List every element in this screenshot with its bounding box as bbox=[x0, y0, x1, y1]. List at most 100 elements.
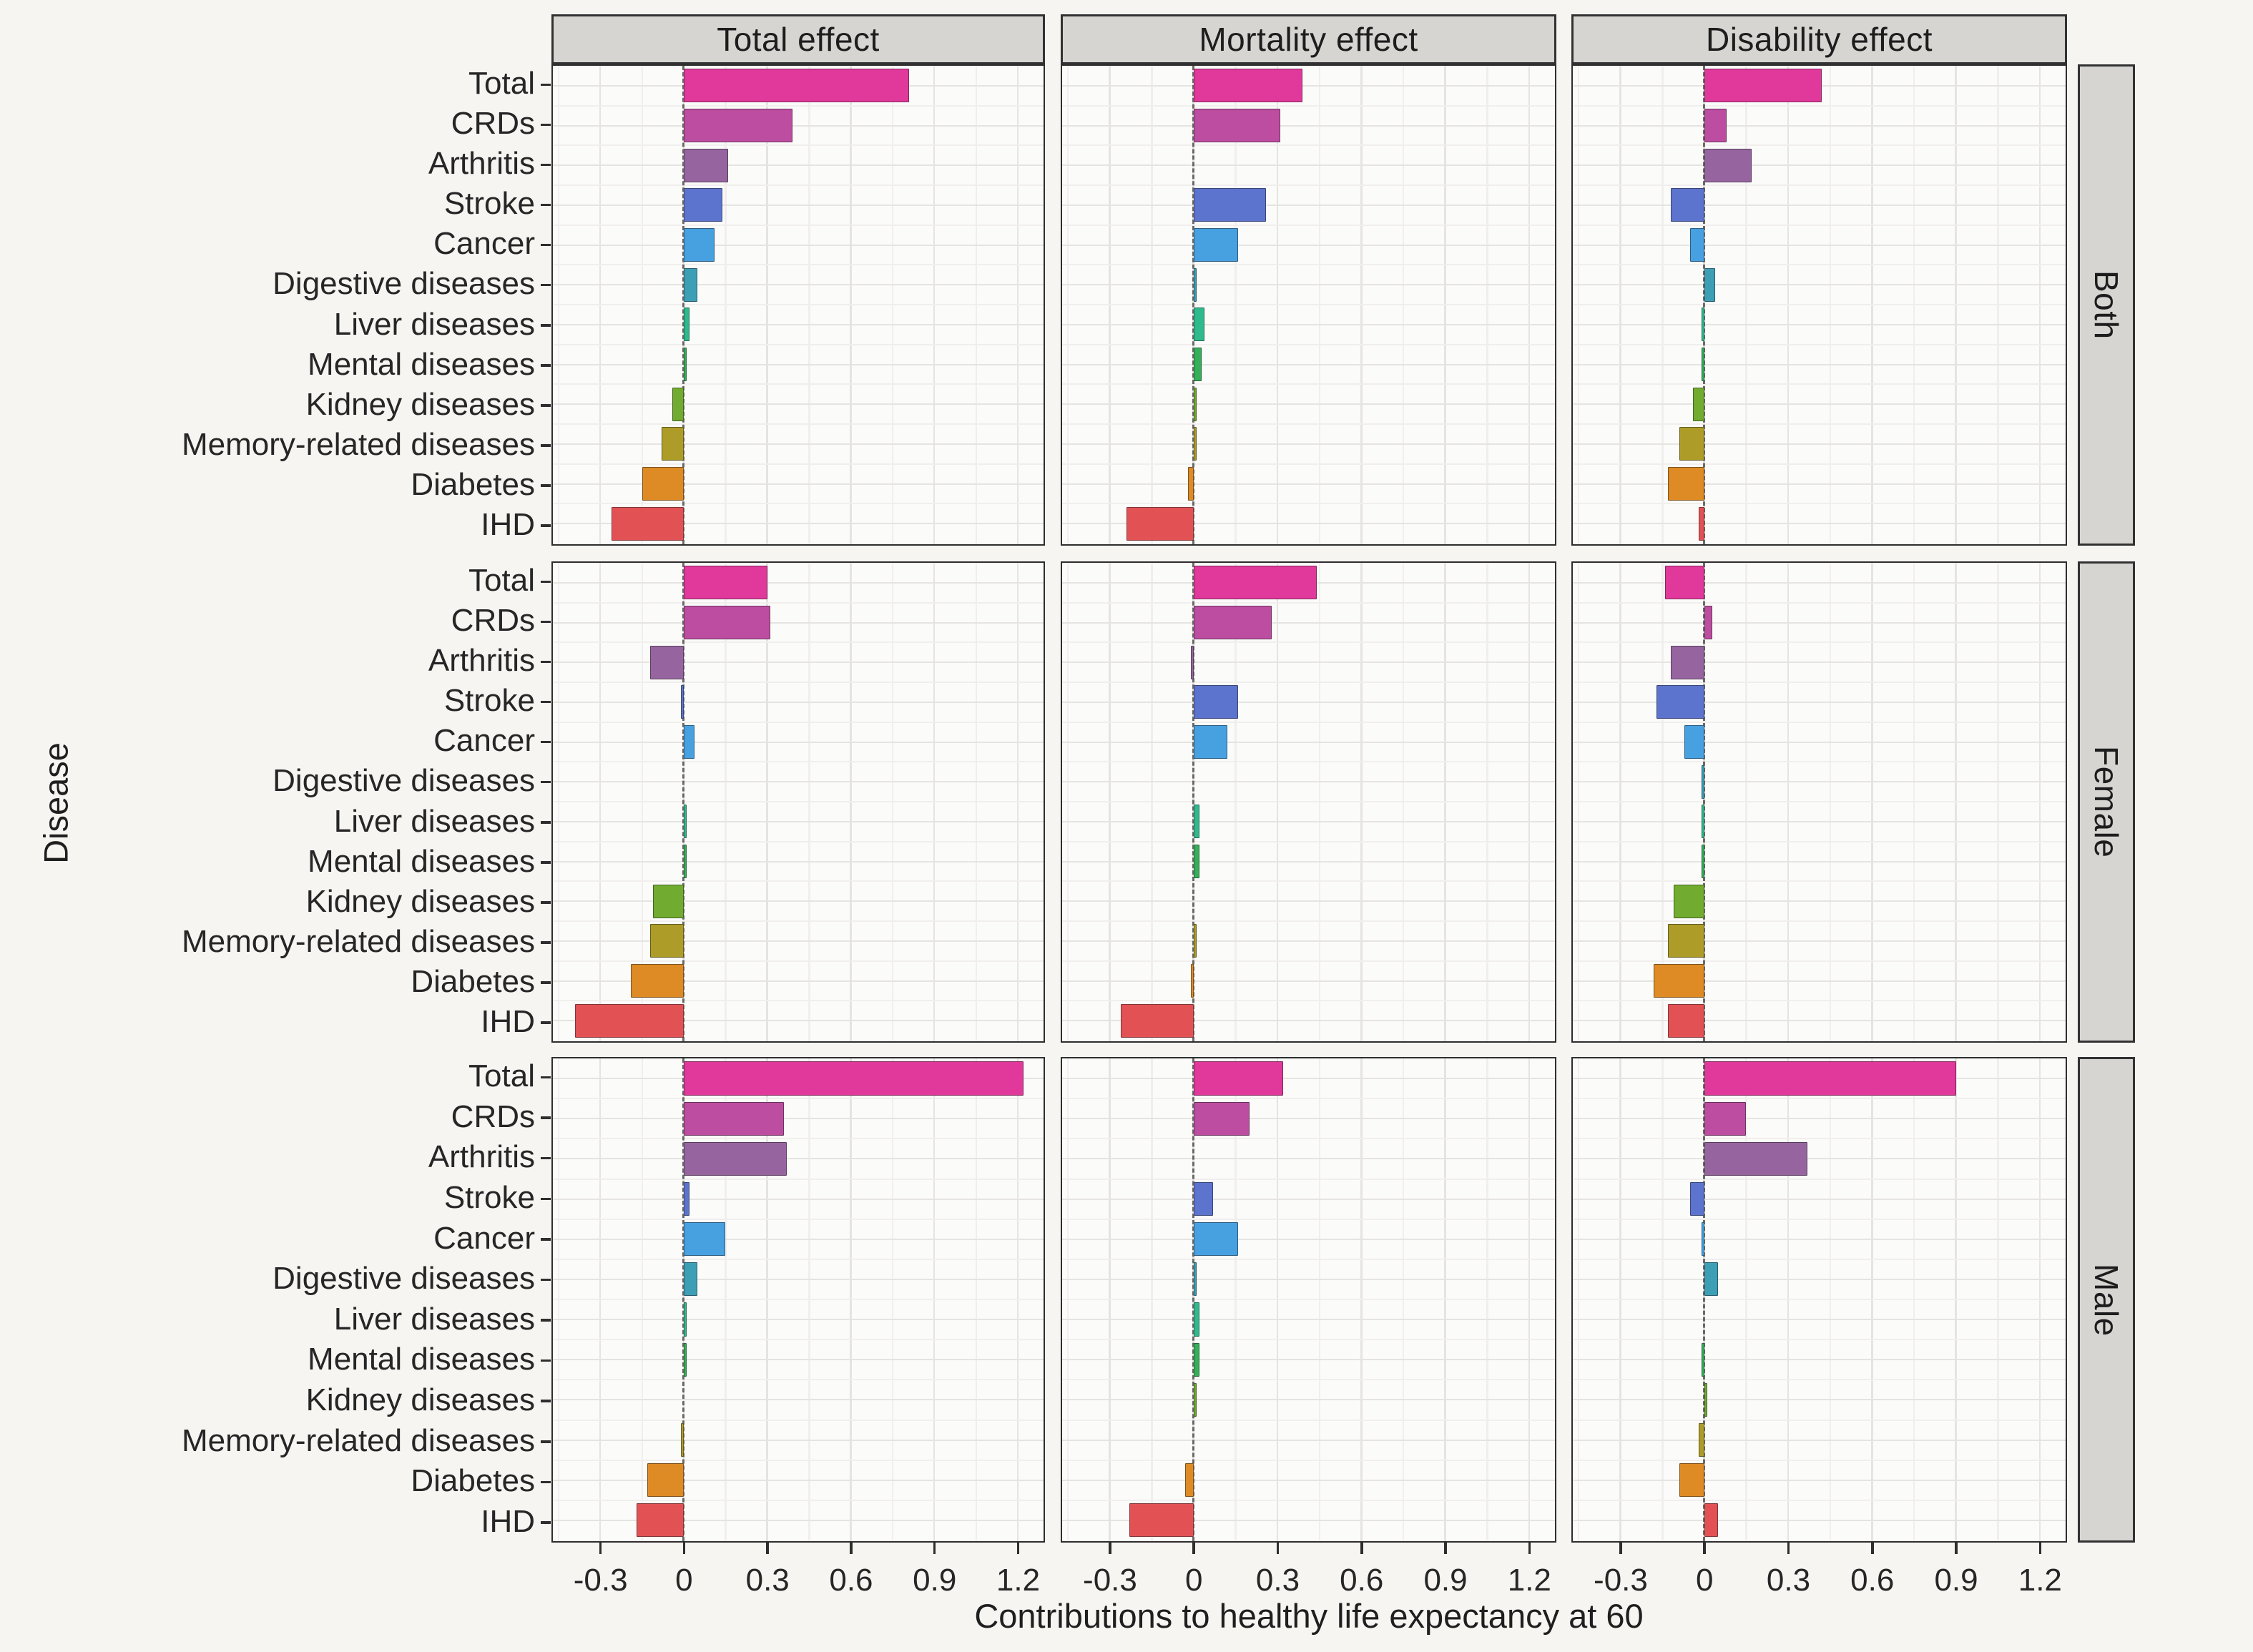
bar-arthritis bbox=[1704, 1141, 1808, 1176]
x-tick-mark bbox=[850, 1543, 853, 1554]
y-tick-mark bbox=[541, 524, 551, 527]
y-axis-label-memory-related-diseases: Memory-related diseases bbox=[182, 1422, 535, 1458]
gridline-major-horizontal bbox=[1573, 900, 2066, 903]
bar-kidney-diseases bbox=[1704, 1382, 1707, 1417]
gridline-minor-horizontal bbox=[553, 1138, 1044, 1140]
gridline-major-horizontal bbox=[1062, 1439, 1555, 1441]
facet-strip-total-effect: Total effect bbox=[551, 14, 1045, 64]
bar-liver-diseases bbox=[683, 308, 689, 342]
gridline-major-horizontal bbox=[1573, 1020, 2066, 1022]
gridline-minor-horizontal bbox=[1062, 185, 1555, 186]
bar-diabetes bbox=[1679, 1463, 1704, 1498]
bar-total bbox=[683, 566, 767, 600]
zero-reference-line bbox=[1703, 1058, 1706, 1541]
x-tick-label: 0.3 bbox=[1255, 1563, 1300, 1598]
gridline-minor-horizontal bbox=[553, 1339, 1044, 1341]
bar-arthritis bbox=[1190, 645, 1194, 679]
y-axis-label-kidney-diseases: Kidney diseases bbox=[305, 883, 535, 919]
gridline-major-horizontal bbox=[553, 1399, 1044, 1401]
gridline-major-horizontal bbox=[1573, 483, 2066, 485]
gridline-minor-horizontal bbox=[553, 224, 1044, 226]
gridline-major-horizontal bbox=[1062, 1399, 1555, 1401]
bar-crds bbox=[1704, 606, 1713, 639]
gridline-minor-horizontal bbox=[1573, 104, 2066, 107]
y-tick-mark bbox=[541, 404, 551, 407]
bar-ihd bbox=[1667, 1003, 1704, 1038]
gridline-major-horizontal bbox=[1573, 940, 2066, 942]
bar-total bbox=[683, 69, 910, 103]
gridline-minor-horizontal bbox=[1062, 761, 1555, 763]
zero-reference-line bbox=[1703, 563, 1706, 1041]
gridline-minor-horizontal bbox=[553, 601, 1044, 604]
gridline-minor-horizontal bbox=[1573, 264, 2066, 266]
bar-ihd bbox=[1698, 506, 1704, 541]
x-tick-mark bbox=[2038, 1543, 2042, 1554]
bar-diabetes bbox=[647, 1463, 684, 1498]
bar-cancer bbox=[1690, 228, 1704, 262]
gridline-major-horizontal bbox=[1062, 980, 1555, 982]
bar-diabetes bbox=[1190, 964, 1194, 998]
gridline-minor-horizontal bbox=[1573, 304, 2066, 305]
facet-strip-female: Female bbox=[2078, 561, 2135, 1043]
gridline-minor-horizontal bbox=[1573, 1000, 2066, 1002]
bar-mental-diseases bbox=[1193, 845, 1199, 878]
x-tick-label: 1.2 bbox=[1507, 1563, 1551, 1598]
gridline-major-horizontal bbox=[1062, 164, 1555, 167]
bar-diabetes bbox=[630, 964, 684, 998]
gridline-minor-horizontal bbox=[1573, 1339, 2066, 1341]
gridline-minor-horizontal bbox=[1573, 601, 2066, 604]
x-tick-label: 0.9 bbox=[1423, 1563, 1468, 1598]
y-tick-mark bbox=[541, 444, 551, 447]
bar-ihd bbox=[1126, 506, 1194, 541]
gridline-major-horizontal bbox=[1573, 581, 2066, 584]
bar-crds bbox=[1704, 1101, 1747, 1136]
y-axis-label-total: Total bbox=[468, 66, 535, 102]
bar-mental-diseases bbox=[1701, 1342, 1704, 1377]
panel-female-disability-effect bbox=[1571, 561, 2067, 1043]
bar-stroke bbox=[683, 1181, 689, 1216]
gridline-major-horizontal bbox=[1573, 403, 2066, 405]
y-tick-mark bbox=[541, 821, 551, 824]
gridline-minor-horizontal bbox=[553, 960, 1044, 962]
bar-digestive-diseases bbox=[1704, 267, 1716, 302]
bar-stroke bbox=[1193, 1181, 1214, 1216]
y-axis-label-digestive-diseases: Digestive diseases bbox=[273, 266, 535, 302]
bar-total bbox=[1193, 1061, 1283, 1096]
gridline-major-horizontal bbox=[553, 403, 1044, 405]
gridline-minor-horizontal bbox=[1062, 224, 1555, 226]
gridline-major-horizontal bbox=[1573, 621, 2066, 624]
gridline-minor-horizontal bbox=[1062, 1218, 1555, 1220]
y-axis-label-digestive-diseases: Digestive diseases bbox=[273, 1261, 535, 1297]
gridline-major-horizontal bbox=[1062, 124, 1555, 127]
y-tick-mark bbox=[541, 1521, 551, 1524]
gridline-major-horizontal bbox=[1062, 204, 1555, 206]
gridline-minor-horizontal bbox=[553, 264, 1044, 266]
y-tick-mark bbox=[541, 901, 551, 904]
y-tick-mark bbox=[541, 324, 551, 327]
zero-reference-line bbox=[682, 1058, 685, 1541]
gridline-minor-horizontal bbox=[1573, 1258, 2066, 1260]
bar-arthritis bbox=[1670, 645, 1704, 679]
y-axis-label-mental-diseases: Mental diseases bbox=[308, 1342, 535, 1377]
gridline-minor-horizontal bbox=[1062, 104, 1555, 107]
bar-ihd bbox=[1704, 1503, 1719, 1538]
gridline-minor-horizontal bbox=[1573, 1138, 2066, 1140]
x-tick-mark bbox=[1787, 1543, 1790, 1554]
facet-strip-label: Male bbox=[2088, 1263, 2125, 1337]
gridline-major-horizontal bbox=[1062, 363, 1555, 365]
gridline-minor-horizontal bbox=[553, 1459, 1044, 1461]
bar-liver-diseases bbox=[1701, 308, 1704, 342]
gridline-minor-horizontal bbox=[1062, 601, 1555, 604]
gridline-major-horizontal bbox=[553, 284, 1044, 286]
facet-strip-male: Male bbox=[2078, 1057, 2135, 1543]
facet-strip-mortality-effect: Mortality effect bbox=[1061, 14, 1556, 64]
y-tick-mark bbox=[541, 1400, 551, 1402]
gridline-major-horizontal bbox=[1062, 244, 1555, 246]
gridline-minor-horizontal bbox=[553, 920, 1044, 922]
bar-memory-related-diseases bbox=[650, 924, 684, 958]
bar-total bbox=[1704, 1061, 1956, 1096]
gridline-minor-horizontal bbox=[553, 343, 1044, 345]
gridline-minor-horizontal bbox=[1573, 463, 2066, 465]
x-tick-label: 0 bbox=[675, 1563, 693, 1598]
gridline-minor-horizontal bbox=[1062, 801, 1555, 802]
